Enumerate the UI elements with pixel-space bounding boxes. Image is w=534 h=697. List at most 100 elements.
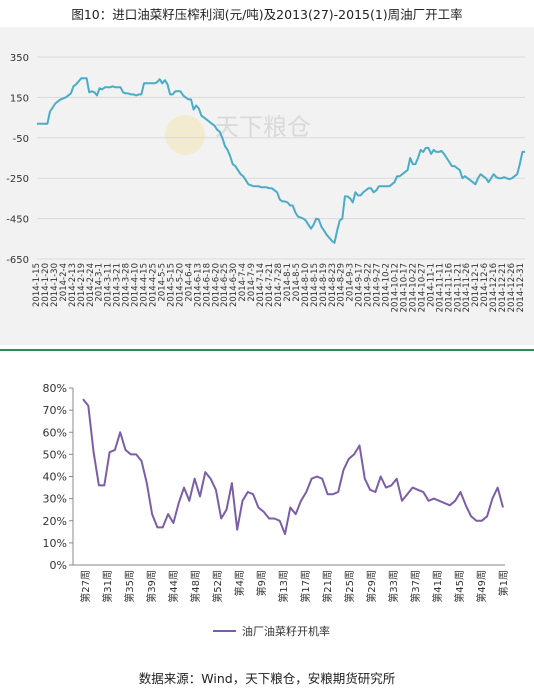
rate-chart: 80%70%60%50%40%30%20%10%0% 第27周 第31周 第35周第… bbox=[43, 382, 510, 638]
x-tick-label: 第41周 bbox=[431, 570, 444, 603]
x-tick-label: 2014-12-6 bbox=[480, 263, 490, 307]
x-tick-label: 第37周 bbox=[409, 570, 422, 603]
x-tick-label: 2014-9-3 bbox=[346, 263, 356, 302]
y-tick-label: 10% bbox=[43, 537, 67, 550]
figure-title: 图10：进口油菜籽压榨利润(元/吨)及2013(27)-2015(1)周油厂开工… bbox=[71, 7, 463, 22]
x-tick-label: 第48周 bbox=[189, 570, 202, 603]
profit-series-line bbox=[37, 77, 525, 244]
x-tick-label: 2014-3-28 bbox=[122, 263, 132, 307]
x-tick-label: 第35周 bbox=[123, 570, 136, 603]
x-tick-label: 第9周 bbox=[255, 570, 268, 596]
y-tick-label: 80% bbox=[43, 382, 67, 395]
x-tick-label: 2014-6-4 bbox=[184, 263, 194, 302]
x-tick-label: 2014-4-10 bbox=[131, 263, 141, 307]
y-tick-label: 60% bbox=[43, 426, 67, 439]
x-tick-label: 2014-12-21 bbox=[498, 263, 508, 312]
x-tick-label: 第31周 bbox=[101, 570, 114, 603]
rate-series-line bbox=[82, 398, 504, 535]
x-tick-label: 2014-9-22 bbox=[364, 263, 374, 307]
x-tick-label: 第27周 bbox=[79, 570, 92, 603]
y-tick-label: 70% bbox=[43, 404, 67, 417]
watermark: 天下粮仓 bbox=[165, 113, 311, 155]
x-tick-label: 2014-12-31 bbox=[516, 263, 526, 312]
y-tick-label: -650 bbox=[6, 255, 29, 266]
x-tick-label: 第29周 bbox=[365, 570, 378, 603]
legend: 油厂油菜籽开机率 bbox=[213, 624, 330, 638]
x-tick-label: 2014-7-14 bbox=[256, 263, 266, 307]
x-tick-label: 2014-7-4 bbox=[238, 263, 248, 302]
y-tick-label: -50 bbox=[13, 134, 29, 145]
x-tick-label: 第39周 bbox=[145, 570, 158, 603]
watermark-logo-icon bbox=[165, 115, 205, 155]
x-tick-label: 2014-3-11 bbox=[104, 263, 114, 307]
x-tick-label: 第49周 bbox=[475, 570, 488, 603]
x-tick-label: 第45周 bbox=[453, 570, 466, 603]
x-tick-label: 第17周 bbox=[299, 570, 312, 603]
x-tick-label: 2014-6-18 bbox=[202, 263, 212, 307]
x-tick-label: 2014-6-30 bbox=[229, 263, 239, 307]
x-tick-label: 2014-12-1 bbox=[471, 263, 481, 307]
x-tick-label: 2014-5-20 bbox=[175, 263, 185, 307]
x-tick-label: 2014-7-28 bbox=[274, 263, 284, 307]
x-tick-label: 第25周 bbox=[343, 570, 356, 603]
y-tick-label: -450 bbox=[6, 215, 29, 226]
y-tick-label: 50% bbox=[43, 448, 67, 461]
x-tick-label: 2014-8-23 bbox=[328, 263, 338, 307]
x-tick-label: 2014-2-24 bbox=[86, 263, 96, 307]
x-tick-label: 2014-2-13 bbox=[68, 263, 78, 307]
x-tick-label: 2014-10-17 bbox=[399, 263, 409, 312]
x-tick-label: 2014-11-1 bbox=[426, 263, 436, 307]
y-tick-label: 30% bbox=[43, 493, 67, 506]
panel-separator bbox=[0, 349, 534, 351]
x-tick-label: 2014-6-20 bbox=[211, 263, 221, 307]
x-tick-label: 2014-1-15 bbox=[32, 263, 42, 307]
x-tick-label: 2014-12-26 bbox=[507, 263, 517, 312]
x-tick-label: 2014-3-1 bbox=[95, 263, 105, 302]
x-tick-label: 2014-7-9 bbox=[247, 263, 257, 302]
x-tick-label: 第33周 bbox=[387, 570, 400, 603]
y-tick-label: 150 bbox=[10, 93, 29, 104]
x-tick-label: 2014-10-22 bbox=[408, 263, 418, 312]
x-tick-label: 2014-11-21 bbox=[453, 263, 463, 312]
x-tick-label: 2014-1-20 bbox=[41, 263, 51, 307]
x-tick-label: 第52周 bbox=[211, 570, 224, 603]
x-tick-label: 第13周 bbox=[277, 570, 290, 603]
x-tick-label: 2014-8-15 bbox=[310, 263, 320, 307]
y-tick-label: -250 bbox=[6, 174, 29, 185]
x-tick-label: 第1周 bbox=[497, 570, 510, 596]
x-tick-label: 2014-8-1 bbox=[283, 263, 293, 302]
x-tick-label: 2014-12-16 bbox=[489, 263, 499, 312]
x-tick-label: 2014-11-16 bbox=[444, 263, 454, 312]
x-tick-label: 2014-10-12 bbox=[391, 263, 401, 312]
source-note: 数据来源：Wind，天下粮仓，安粮期货研究所 bbox=[138, 671, 396, 686]
x-tick-label: 2014-9-17 bbox=[355, 263, 365, 307]
x-tick-label: 2014-1-30 bbox=[50, 263, 60, 307]
x-tick-label: 2014-8-10 bbox=[301, 263, 311, 307]
y-tick-label: 20% bbox=[43, 515, 67, 528]
x-tick-label: 第44周 bbox=[167, 570, 180, 603]
x-tick-label: 2014-10-2 bbox=[382, 263, 392, 307]
x-tick-label: 2014-4-25 bbox=[149, 263, 159, 307]
x-tick-label: 第4周 bbox=[233, 570, 246, 596]
x-tick-label: 2014-2-4 bbox=[59, 263, 69, 302]
x-tick-label: 2014-6-25 bbox=[220, 263, 230, 307]
watermark-text: 天下粮仓 bbox=[215, 113, 311, 141]
x-tick-label: 2014-7-21 bbox=[265, 263, 275, 307]
x-tick-label: 2014-2-19 bbox=[77, 263, 87, 307]
x-tick-label: 2014-11-11 bbox=[435, 263, 445, 312]
x-tick-label: 2014-5-15 bbox=[166, 263, 176, 307]
y-tick-label: 0% bbox=[50, 559, 67, 572]
x-tick-label: 2014-8-19 bbox=[319, 263, 329, 307]
legend-label: 油厂油菜籽开机率 bbox=[242, 624, 330, 638]
x-tick-label: 2014-10-27 bbox=[417, 263, 427, 312]
profit-chart-panel: 天下粮仓 350 150 -50 -250 -450 -650 2014-1-15 2014… bbox=[0, 27, 534, 345]
x-tick-label: 2014-4-15 bbox=[140, 263, 150, 307]
y-tick-label: 40% bbox=[43, 471, 67, 484]
x-tick-label: 2014-3-21 bbox=[113, 263, 123, 307]
y-tick-label: 350 bbox=[10, 53, 29, 64]
x-tick-label: 2014-11-26 bbox=[462, 263, 472, 312]
x-tick-label: 第21周 bbox=[321, 570, 334, 603]
x-tick-label: 2014-6-13 bbox=[193, 263, 203, 307]
x-tick-label: 2014-9-27 bbox=[373, 263, 383, 307]
